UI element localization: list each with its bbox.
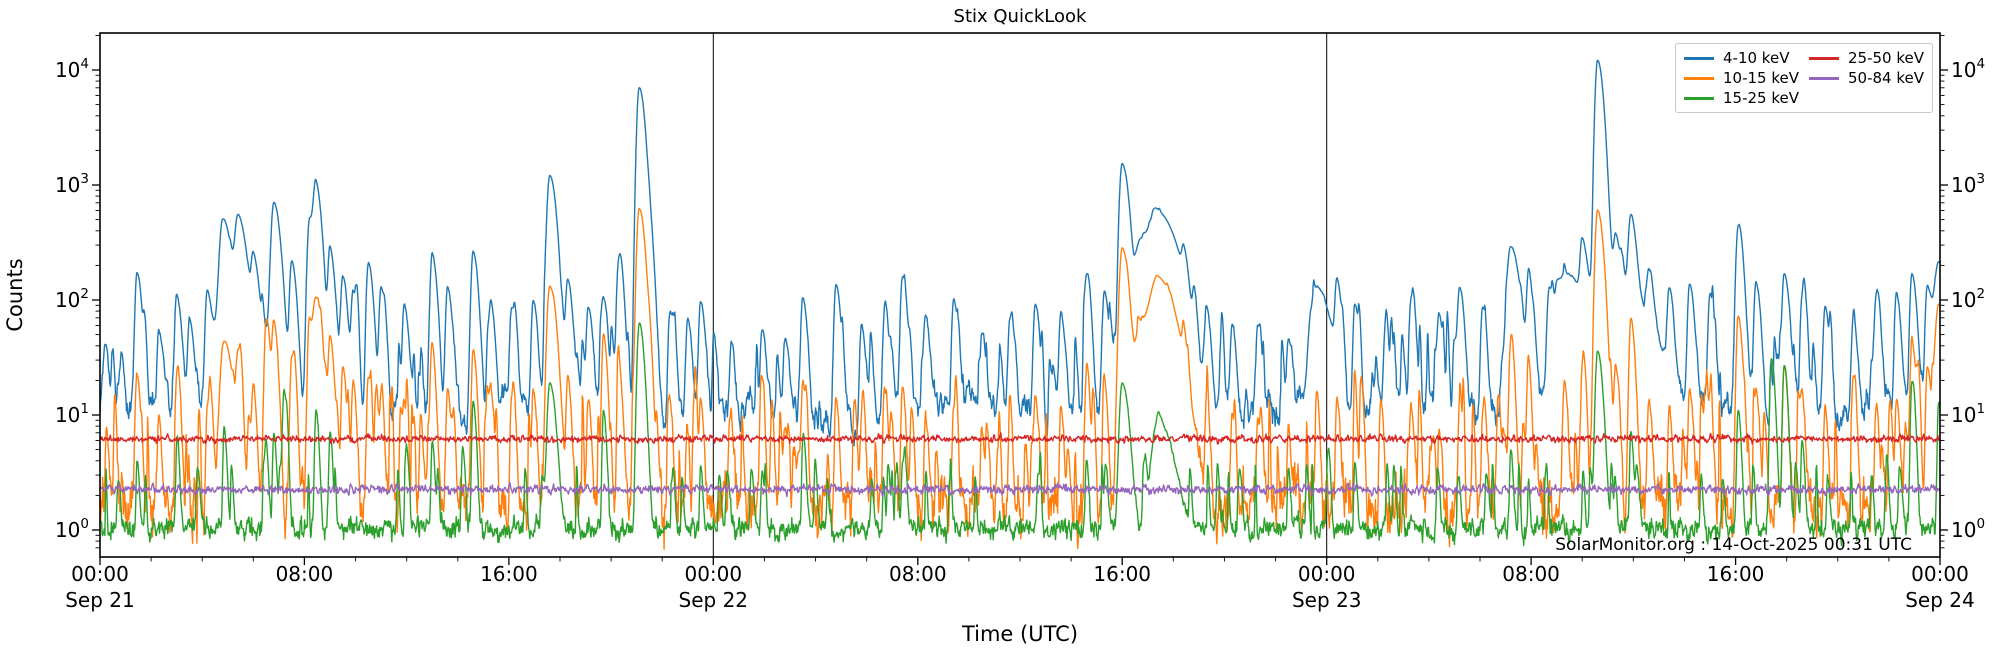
x-day-label: Sep 24 bbox=[1905, 588, 1975, 612]
x-axis-label: Time (UTC) bbox=[961, 622, 1078, 646]
legend-item-15-25-kev: 15-25 keV bbox=[1684, 89, 1799, 107]
x-day-label: Sep 22 bbox=[679, 588, 749, 612]
legend-item-50-84-kev: 50-84 keV bbox=[1809, 69, 1924, 87]
legend-swatch-10-15-kev bbox=[1684, 76, 1714, 80]
legend-item-25-50-kev: 25-50 keV bbox=[1809, 49, 1924, 67]
legend-swatch-50-84-kev bbox=[1809, 76, 1839, 80]
y-tick-label-left: 101 bbox=[55, 401, 89, 427]
legend-label: 4-10 keV bbox=[1723, 49, 1790, 67]
legend-label: 25-50 keV bbox=[1848, 49, 1924, 67]
legend-label: 50-84 keV bbox=[1848, 69, 1924, 87]
series-line-25-50-kev bbox=[100, 432, 1940, 445]
legend-label: 15-25 keV bbox=[1723, 89, 1799, 107]
x-tick-label: 08:00 bbox=[1502, 562, 1560, 586]
y-tick-label-right: 101 bbox=[1951, 401, 1985, 427]
x-tick-label: 00:00 bbox=[1911, 562, 1969, 586]
x-tick-label: 00:00 bbox=[71, 562, 129, 586]
legend-swatch-4-10-kev bbox=[1684, 56, 1714, 60]
x-tick-label: 16:00 bbox=[480, 562, 538, 586]
y-tick-label-right: 103 bbox=[1951, 171, 1985, 197]
legend-label: 10-15 keV bbox=[1723, 69, 1799, 87]
series-line-4-10-kev bbox=[100, 59, 1940, 447]
x-tick-label: 08:00 bbox=[276, 562, 334, 586]
y-tick-label-right: 102 bbox=[1951, 286, 1985, 312]
chart-title: Stix QuickLook bbox=[954, 6, 1087, 27]
x-day-label: Sep 21 bbox=[65, 588, 135, 612]
y-tick-label-left: 103 bbox=[55, 171, 89, 197]
x-tick-label: 16:00 bbox=[1707, 562, 1765, 586]
watermark-text: SolarMonitor.org : 14-Oct-2025 00:31 UTC bbox=[1555, 535, 1912, 555]
legend-swatch-25-50-kev bbox=[1809, 56, 1839, 60]
x-tick-label: 08:00 bbox=[889, 562, 947, 586]
y-tick-label-right: 104 bbox=[1951, 56, 1985, 82]
y-axis-label: Counts bbox=[3, 258, 27, 331]
legend: 4-10 keV 10-15 keV 15-25 keV 25-50 keV 50-84… bbox=[1675, 43, 1933, 113]
series-line-10-15-kev bbox=[100, 207, 1940, 550]
legend-item-10-15-kev: 10-15 keV bbox=[1684, 69, 1799, 87]
x-tick-label: 00:00 bbox=[1298, 562, 1356, 586]
series-line-15-25-kev bbox=[100, 322, 1940, 547]
plot-border bbox=[99, 32, 1941, 558]
y-tick-label-left: 104 bbox=[55, 56, 89, 82]
y-tick-label-right: 100 bbox=[1951, 516, 1985, 542]
legend-item-4-10-kev: 4-10 keV bbox=[1684, 49, 1799, 67]
series-line-50-84-kev bbox=[100, 481, 1940, 498]
y-tick-label-left: 100 bbox=[55, 516, 89, 542]
legend-swatch-15-25-kev bbox=[1684, 96, 1714, 100]
x-tick-label: 00:00 bbox=[684, 562, 742, 586]
y-tick-label-left: 102 bbox=[55, 286, 89, 312]
x-tick-label: 16:00 bbox=[1093, 562, 1151, 586]
x-day-label: Sep 23 bbox=[1292, 588, 1362, 612]
